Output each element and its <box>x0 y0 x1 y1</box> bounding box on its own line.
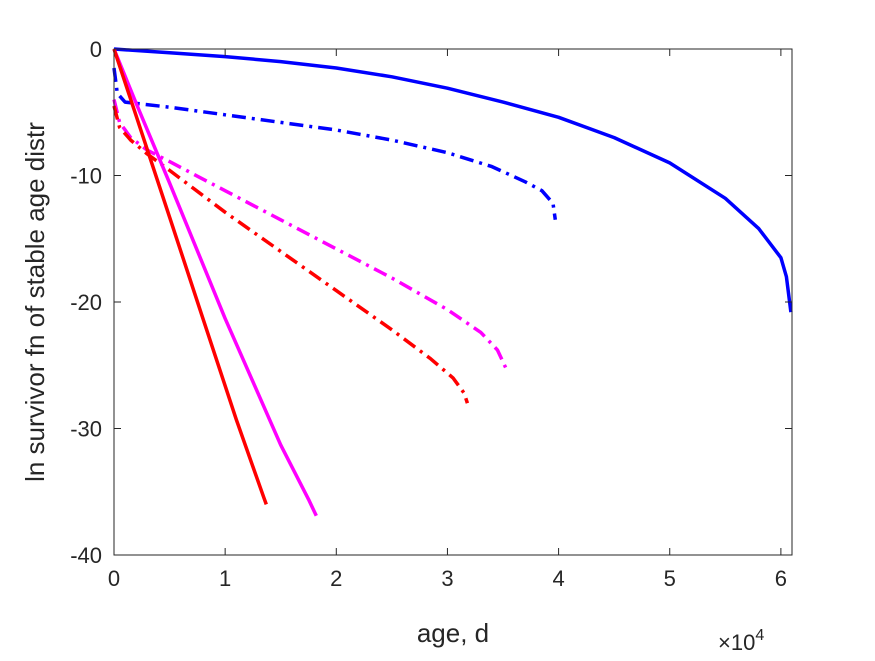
series-layer <box>112 47 793 517</box>
x-exponent-base: ×10 <box>718 630 755 655</box>
x-exponent-power: 4 <box>755 627 764 644</box>
series-line-1 <box>113 47 793 313</box>
x-tick-label: 3 <box>441 566 453 591</box>
x-tick-label: 6 <box>775 566 787 591</box>
y-tick-label: -40 <box>70 543 102 568</box>
plot-background <box>114 49 792 555</box>
x-tick-label: 5 <box>664 566 676 591</box>
x-tick-label: 4 <box>552 566 564 591</box>
x-tick-label: 1 <box>219 566 231 591</box>
series-line-4 <box>112 105 470 404</box>
y-tick-label: -30 <box>70 417 102 442</box>
x-exponent-label: ×104 <box>718 627 764 655</box>
series-line-5 <box>112 48 318 517</box>
x-axis-label: age, d <box>417 618 489 648</box>
y-tick-label: -20 <box>70 290 102 315</box>
tick-layer: 0 1 2 3 4 5 6 0 -10 -20 -30 -40 <box>70 37 792 591</box>
x-tick-label: 2 <box>330 566 342 591</box>
y-axis-label: ln survivor fn of stable age distr <box>20 122 50 482</box>
x-tick-label: 0 <box>108 566 120 591</box>
y-tick-label: 0 <box>90 37 102 62</box>
y-tick-label: -10 <box>70 164 102 189</box>
series-line-6 <box>112 48 268 506</box>
